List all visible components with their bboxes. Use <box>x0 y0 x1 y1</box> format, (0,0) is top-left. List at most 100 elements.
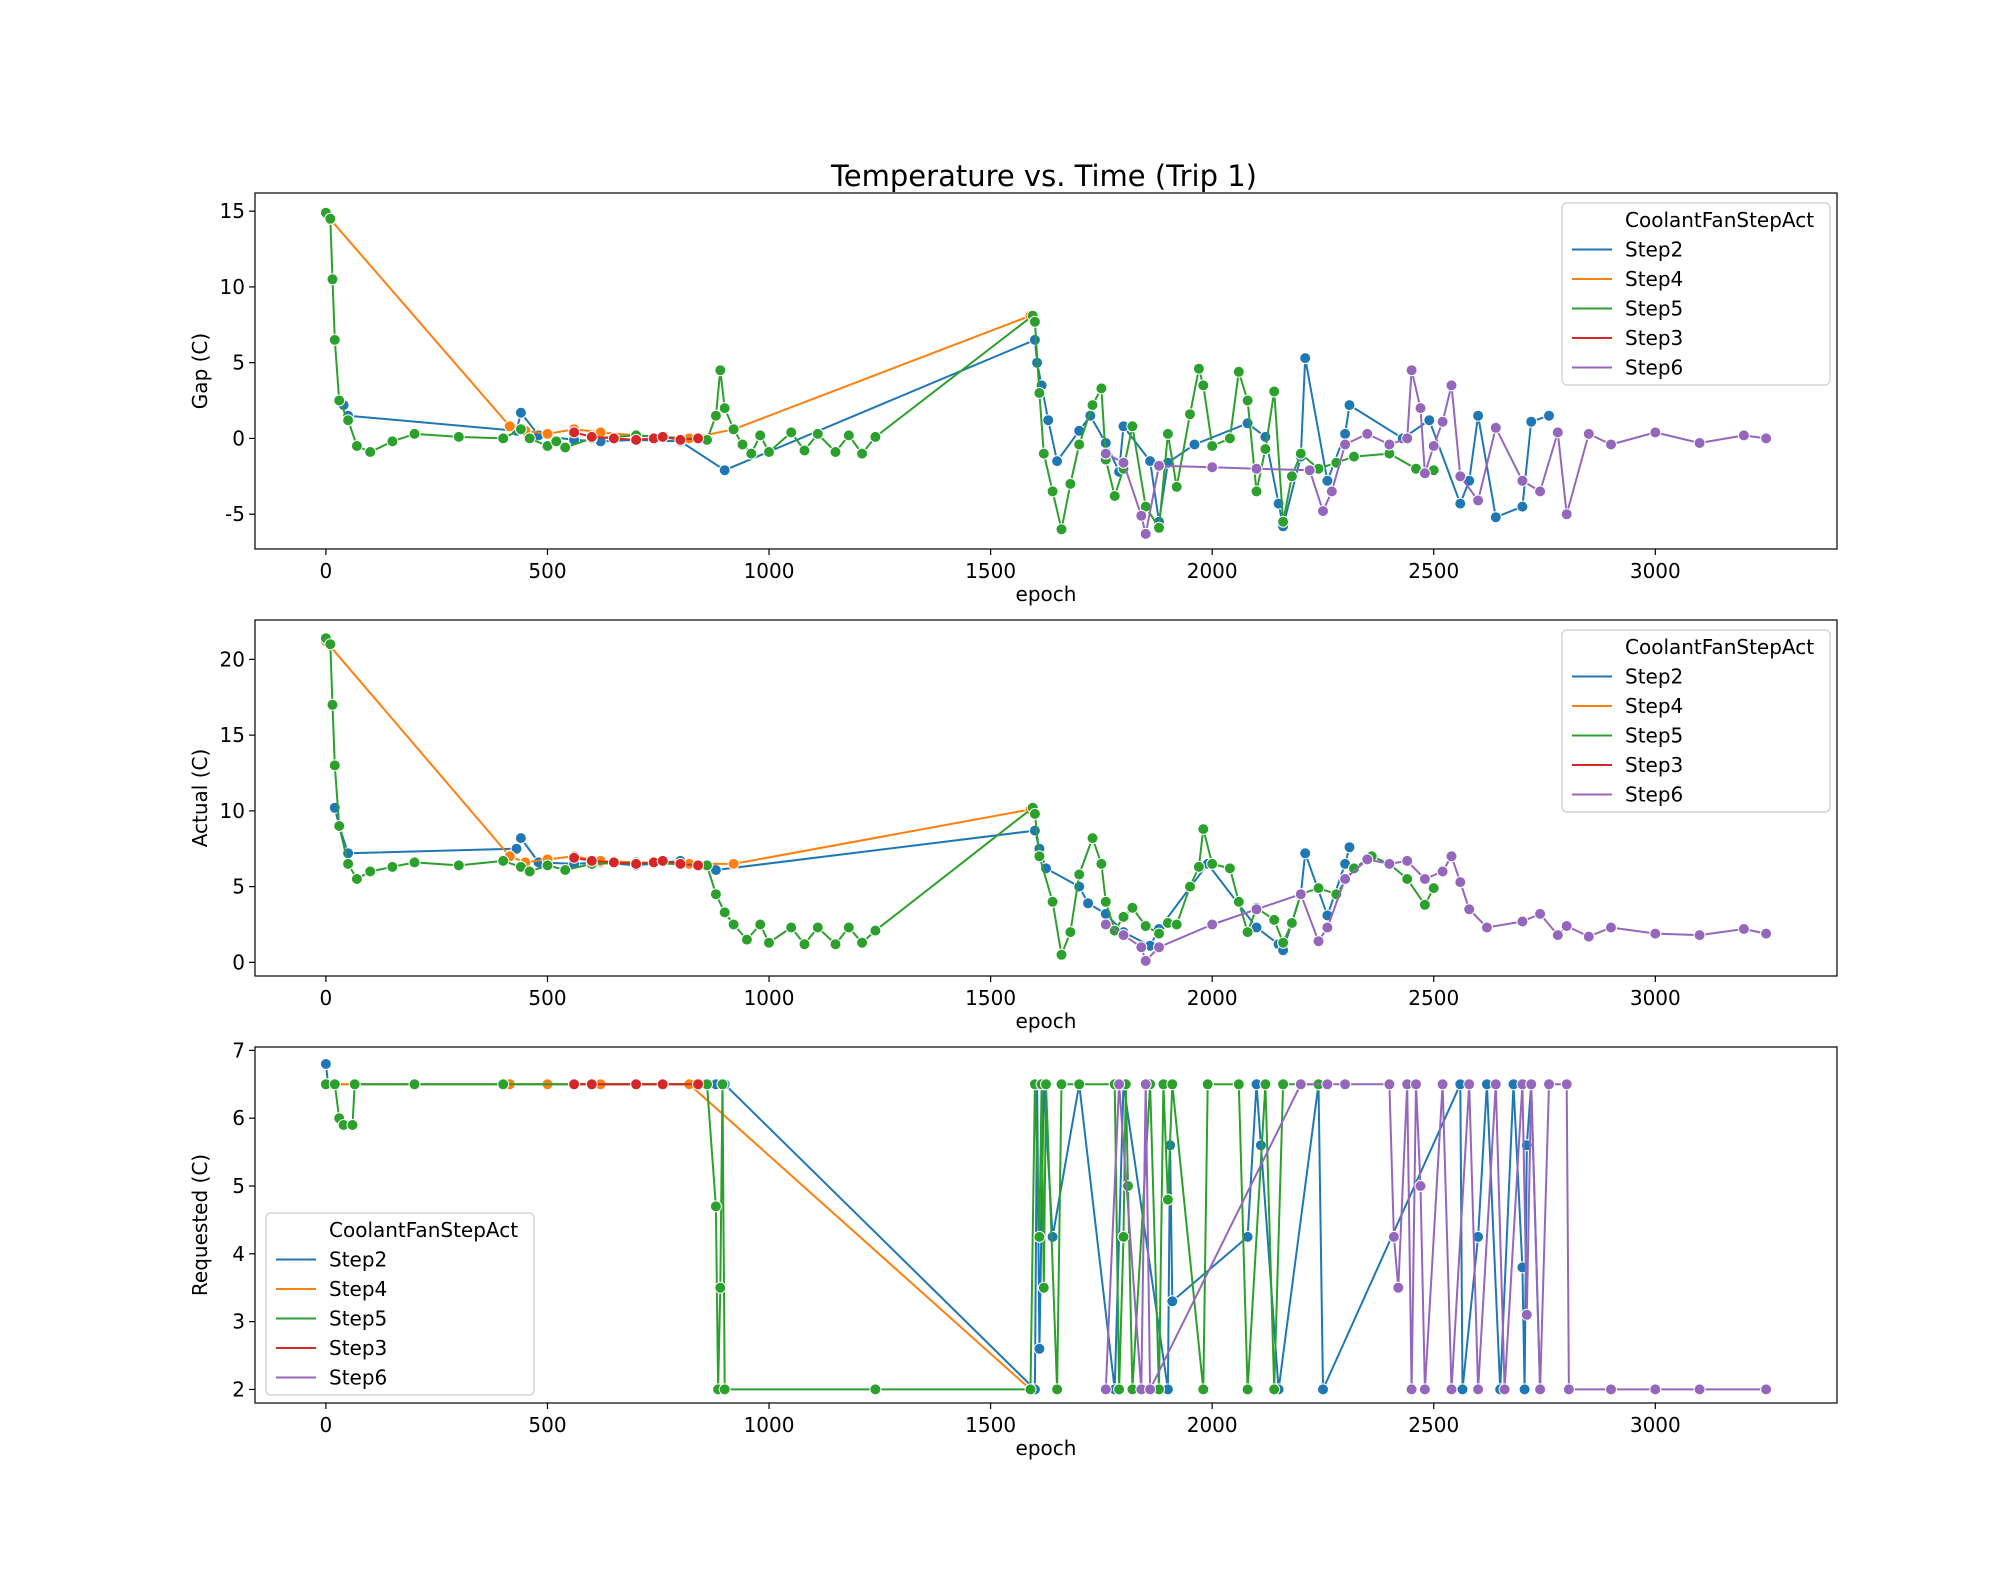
data-point-step5 <box>1073 868 1086 881</box>
data-point-step6 <box>1339 1078 1352 1091</box>
data-point-step6 <box>1760 927 1773 940</box>
data-point-step5 <box>1232 1078 1245 1091</box>
data-point-step5 <box>798 938 811 951</box>
legend-entry: Step2 <box>329 1248 387 1272</box>
data-point-step5 <box>1055 523 1068 536</box>
data-point-step5 <box>1223 862 1236 875</box>
y-tick-label: 2 <box>232 1377 245 1401</box>
data-point-step5 <box>1184 408 1196 421</box>
data-point-step5 <box>785 921 798 934</box>
data-point-step6 <box>1472 494 1485 507</box>
y-tick-label: 3 <box>232 1310 245 1334</box>
data-point-step6 <box>1454 876 1467 889</box>
data-point-step5 <box>350 440 363 452</box>
data-point-step2 <box>514 406 527 419</box>
x-tick-label: 3000 <box>1630 986 1681 1010</box>
x-tick-label: 2000 <box>1187 559 1238 583</box>
data-point-step6 <box>1206 918 1219 931</box>
x-tick-label: 2000 <box>1187 986 1238 1010</box>
x-axis-label: epoch <box>1016 582 1077 606</box>
data-point-step6 <box>1117 929 1130 942</box>
data-point-step5 <box>1285 470 1298 483</box>
y-tick-label: 6 <box>232 1106 245 1130</box>
data-point-step5 <box>541 859 554 872</box>
x-tick-label: 1000 <box>744 1413 795 1437</box>
data-point-step6 <box>1321 921 1334 934</box>
data-point-step5 <box>1277 936 1290 949</box>
legend-entry: Step2 <box>1625 238 1683 262</box>
data-point-step5 <box>1028 807 1041 820</box>
data-point-step5 <box>1197 823 1210 836</box>
data-point-step5 <box>1037 447 1050 460</box>
data-point-step5 <box>1197 379 1210 392</box>
data-point-step4 <box>503 420 516 433</box>
data-point-step5 <box>1064 926 1077 939</box>
data-point-step5 <box>326 273 339 286</box>
data-point-step6 <box>1560 1078 1573 1091</box>
data-point-step4 <box>727 857 740 870</box>
data-point-step5 <box>550 435 563 448</box>
data-point-step5 <box>1232 365 1245 378</box>
chart-title: Temperature vs. Time (Trip 1) <box>830 159 1257 193</box>
data-point-step5 <box>754 918 767 931</box>
legend-entry: Step5 <box>1625 297 1683 321</box>
data-point-step2 <box>1343 399 1356 412</box>
data-point-step6 <box>1099 1383 1112 1396</box>
data-point-step5 <box>386 860 399 873</box>
data-point-step6 <box>1339 438 1352 451</box>
data-point-step3 <box>656 430 669 443</box>
legend: CoolantFanStepAct Step2 Step4 Step5 Step3 Ste… <box>265 1212 535 1396</box>
data-point-step6 <box>1139 527 1152 540</box>
data-point-step5 <box>364 446 377 458</box>
data-point-step3 <box>630 1078 643 1091</box>
data-point-step6 <box>1250 462 1263 475</box>
y-axis-label: Gap (C) <box>188 333 212 409</box>
data-point-step2 <box>1456 1383 1469 1396</box>
data-point-step6 <box>1582 427 1595 440</box>
y-tick-label: -5 <box>225 502 245 526</box>
data-point-step5 <box>1184 880 1196 893</box>
data-point-step5 <box>869 924 882 937</box>
data-point-step2 <box>1516 500 1529 513</box>
data-point-step5 <box>523 865 536 878</box>
data-point-step5 <box>1277 515 1290 528</box>
data-point-step6 <box>1605 921 1617 934</box>
panel-1: 0 500 1000 1500 2000 2500 3000 -5 0 5 10 15 epoch Gap… <box>188 192 1838 606</box>
data-point-step6 <box>1582 930 1595 943</box>
data-point-step5 <box>1086 399 1099 412</box>
data-point-step5 <box>1232 895 1245 908</box>
data-point-step6 <box>1387 1230 1400 1243</box>
data-point-step6 <box>1418 1383 1431 1396</box>
data-point-step5 <box>709 1200 722 1213</box>
data-point-step5 <box>1197 1383 1210 1396</box>
data-point-step5 <box>324 212 337 225</box>
data-point-step5 <box>1401 873 1414 885</box>
data-point-step6 <box>1099 918 1112 931</box>
series-layer <box>319 1058 1773 1396</box>
data-point-step5 <box>1033 387 1046 399</box>
data-point-step6 <box>1534 1383 1547 1396</box>
data-point-step6 <box>1454 470 1467 483</box>
data-point-step5 <box>1108 490 1121 502</box>
data-point-step3 <box>674 857 687 870</box>
data-point-step6 <box>1414 1180 1427 1192</box>
data-point-step5 <box>754 429 767 442</box>
data-point-step5 <box>523 432 536 445</box>
data-point-step6 <box>1153 459 1165 472</box>
legend-entry: Step3 <box>1625 326 1683 350</box>
y-tick-label: 0 <box>232 950 245 974</box>
data-point-step2 <box>1299 847 1312 860</box>
data-point-step5 <box>1268 913 1281 926</box>
data-point-step4 <box>541 427 554 440</box>
data-point-step5 <box>452 859 465 872</box>
data-point-step2 <box>718 464 731 477</box>
data-point-step5 <box>1113 1383 1126 1396</box>
data-point-step3 <box>692 432 705 445</box>
data-point-step6 <box>1498 1383 1511 1396</box>
x-tick-label: 2000 <box>1187 1413 1238 1437</box>
data-point-step5 <box>386 435 399 448</box>
data-point-step5 <box>324 638 337 651</box>
data-point-step2 <box>1423 414 1436 427</box>
panel-3: 0 500 1000 1500 2000 2500 3000 2 3 4 5 6 7 epoch Reque… <box>188 1038 1838 1460</box>
legend-entry: Step2 <box>1625 665 1683 689</box>
